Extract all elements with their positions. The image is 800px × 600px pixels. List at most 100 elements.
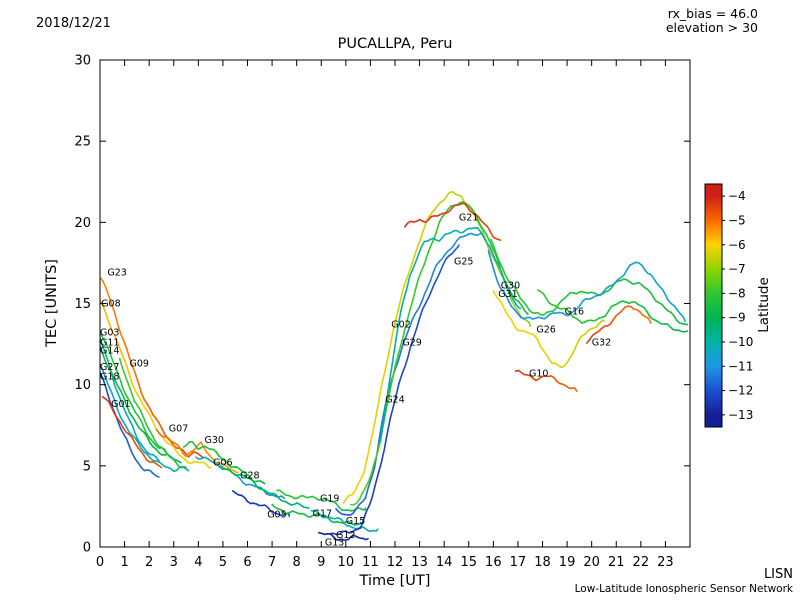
series-segment <box>394 326 399 347</box>
series-segment <box>122 396 128 407</box>
series-segment <box>626 264 631 271</box>
series-segment <box>134 437 140 444</box>
series-label: G06 <box>213 458 232 469</box>
rx-bias-label: rx_bias = 46.0 <box>668 6 758 21</box>
series-segment <box>114 334 119 344</box>
series-segment <box>652 295 657 303</box>
series-segment <box>508 301 513 308</box>
series-label: G08 <box>101 299 120 310</box>
series-segment <box>105 354 110 365</box>
series-segment <box>486 225 492 233</box>
series-segment <box>371 483 377 498</box>
series-segment <box>429 239 435 248</box>
series-segment <box>174 461 180 468</box>
series-segment <box>122 433 128 440</box>
colorbar: −4 −5 −6 −7 −8 −9 −10 −11 −12 −13 <box>704 183 753 428</box>
series-segment <box>143 431 148 438</box>
series-segment <box>404 273 410 283</box>
series-segment <box>122 357 128 367</box>
series-segment <box>125 438 131 448</box>
series-segment <box>406 345 412 359</box>
series-segment <box>111 391 116 402</box>
series-segment <box>368 495 374 507</box>
x-tick-label: 10 <box>338 555 355 570</box>
series-segment <box>175 450 181 457</box>
series-segment <box>215 450 220 457</box>
series-segment <box>417 301 423 310</box>
series-segment <box>509 290 514 298</box>
series-segment <box>457 244 460 248</box>
x-tick-label: 3 <box>170 555 178 570</box>
series-segment <box>179 447 184 455</box>
series-segment <box>128 400 134 408</box>
series-segment <box>438 216 444 224</box>
colorbar-tick-label: −6 <box>728 238 746 252</box>
series-segment <box>500 269 505 281</box>
series-segment <box>161 427 166 436</box>
series-segment <box>498 261 504 270</box>
series-segment <box>566 308 571 315</box>
series-segment <box>131 365 137 375</box>
series-segment <box>502 290 507 297</box>
series-segment <box>401 281 407 293</box>
y-tick-label: 0 <box>83 541 91 556</box>
series-label: G18 <box>100 372 119 383</box>
series-segment <box>420 262 426 272</box>
series-segment <box>428 211 433 218</box>
series-segment <box>145 423 150 431</box>
series-segment <box>513 324 518 331</box>
series-segment <box>148 429 153 436</box>
series-segment <box>105 361 110 369</box>
series-label: G14 <box>100 346 119 357</box>
x-tick-label: 6 <box>243 555 251 570</box>
y-tick-label: 25 <box>74 135 91 150</box>
series-segment <box>512 298 517 306</box>
series-segment <box>131 405 137 414</box>
series-segment <box>119 416 125 424</box>
series-segment <box>114 378 119 387</box>
series-segment <box>397 350 402 363</box>
series-segment <box>114 400 119 411</box>
series-segment <box>366 444 371 461</box>
series-segment <box>490 238 495 248</box>
series-segment <box>107 400 113 408</box>
series-segment <box>542 292 548 300</box>
series-segment <box>405 310 411 323</box>
series-label: G26 <box>536 325 555 336</box>
series-segment <box>155 417 160 424</box>
series-segment <box>134 411 140 418</box>
series-segment <box>119 380 125 392</box>
series-segment <box>102 280 107 289</box>
series-segment <box>140 443 146 450</box>
series-segment <box>116 384 122 392</box>
series-segment <box>108 349 113 360</box>
series-segment <box>149 414 154 424</box>
series-segment <box>495 254 501 264</box>
series-segment <box>579 300 584 307</box>
series-segment <box>684 330 689 333</box>
series-segment <box>391 366 396 382</box>
series-segment <box>426 245 432 256</box>
series-segment <box>401 366 406 376</box>
series-segment <box>388 380 393 397</box>
series-segment <box>354 483 359 492</box>
series-segment <box>374 472 380 486</box>
x-tick-label: 7 <box>268 555 276 570</box>
series-segment <box>487 245 492 255</box>
series-segment <box>128 357 134 368</box>
series-segment <box>566 356 571 364</box>
series-segment <box>491 251 497 261</box>
series-label: G07 <box>169 424 188 435</box>
series-segment <box>137 442 143 450</box>
series-segment <box>367 472 373 483</box>
series-segment <box>418 308 424 320</box>
series-segment <box>520 304 526 312</box>
series-segment <box>429 271 435 282</box>
series-segment <box>108 397 113 408</box>
series-segment <box>382 402 387 425</box>
series-segment <box>498 298 504 306</box>
watermark-lisn: LISN <box>764 567 793 582</box>
series-segment <box>623 268 628 276</box>
series-segment <box>645 310 651 318</box>
